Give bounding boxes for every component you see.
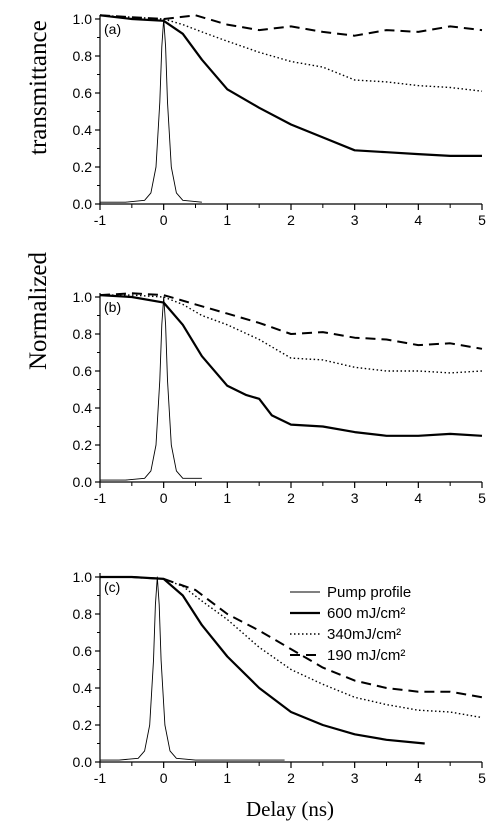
series-line-thick (99, 294, 483, 437)
x-tick-label: 5 (478, 212, 486, 228)
panel-3: 0.0 0.2 0.4 0.6 0.8 1.0 -1 0 1 2 3 4 5 (c) (73, 569, 487, 786)
y-tick-label: 1.0 (73, 11, 93, 27)
x-tick-label: 5 (478, 770, 486, 786)
x-tick-label: -1 (94, 490, 107, 506)
x-tick-label: -1 (94, 212, 107, 228)
x-tick-label: -1 (94, 770, 107, 786)
panel-label: (c) (104, 579, 120, 595)
panel-2: 0.0 0.2 0.4 0.6 0.8 1.0 -1 0 1 2 3 4 5 (b) (73, 289, 487, 506)
legend-label: 600 mJ/cm² (327, 605, 405, 622)
series-line-thin (100, 18, 202, 203)
y-tick-label: 0.4 (73, 400, 93, 416)
series-line-dotted (100, 294, 483, 374)
series-line-dashed (100, 576, 483, 699)
legend-label: Pump profile (327, 584, 411, 601)
x-tick-label: 5 (478, 490, 486, 506)
x-tick-label: 3 (351, 212, 359, 228)
x-tick-label: 0 (160, 770, 168, 786)
y-tick-label: 0.8 (73, 326, 93, 342)
y-tick-label: 0.4 (73, 680, 93, 696)
y-tick-label: 0.0 (73, 474, 93, 490)
y-tick-label: 1.0 (73, 569, 93, 585)
x-axis-label: Delay (ns) (246, 797, 334, 821)
panel-label: (a) (104, 21, 121, 37)
series-line-dotted (100, 576, 483, 719)
y-tick-label: 0.8 (73, 48, 93, 64)
ylabel-transmittance: transmittance (25, 20, 52, 155)
x-tick-label: 2 (287, 212, 295, 228)
x-tick-label: 2 (287, 770, 295, 786)
x-tick-label: 2 (287, 490, 295, 506)
y-tick-label: 0.4 (73, 122, 93, 138)
series-line-thick (100, 575, 425, 745)
x-tick-label: 4 (414, 770, 422, 786)
y-tick-label: 0.6 (73, 363, 93, 379)
legend-label: 190 mJ/cm² (327, 647, 405, 664)
y-tick-label: 0.2 (73, 159, 93, 175)
series-line-dashed (99, 292, 483, 350)
y-tick-label: 0.8 (73, 606, 93, 622)
y-tick-label: 0.6 (73, 643, 93, 659)
x-tick-label: 1 (223, 212, 231, 228)
series-line-dashed (99, 14, 483, 37)
y-tick-label: 0.6 (73, 85, 93, 101)
y-tick-label: 0.2 (73, 717, 93, 733)
y-tick-label: 0.0 (73, 196, 93, 212)
x-tick-label: 1 (223, 770, 231, 786)
y-tick-label: 1.0 (73, 289, 93, 305)
x-tick-label: 3 (351, 490, 359, 506)
series-line-thick (99, 14, 482, 157)
x-tick-label: 3 (351, 770, 359, 786)
series-line-thin (100, 576, 285, 761)
x-tick-label: 0 (160, 490, 168, 506)
panel-label: (b) (104, 299, 121, 315)
x-tick-label: 0 (160, 212, 168, 228)
legend-label: 340mJ/cm² (327, 626, 401, 643)
x-tick-label: 4 (414, 212, 422, 228)
panels: 0.00.20.40.60.81.0-1 0 1 2 3 4 5(a)0.00.20.40.… (73, 11, 487, 786)
panel-1: 0.0 0.2 0.4 0.6 0.8 1.0 -1 0 1 2 3 4 5 (a) (73, 11, 487, 228)
legend: Pump profile 600 mJ/cm² 340mJ/cm² 190 mJ/cm… (290, 584, 411, 664)
y-tick-label: 0.0 (73, 754, 93, 770)
y-tick-label: 0.2 (73, 437, 93, 453)
x-tick-label: 4 (414, 490, 422, 506)
series-line-thin (100, 296, 202, 481)
x-tick-label: 1 (223, 490, 231, 506)
ylabel-normalized: Normalized (25, 251, 52, 370)
